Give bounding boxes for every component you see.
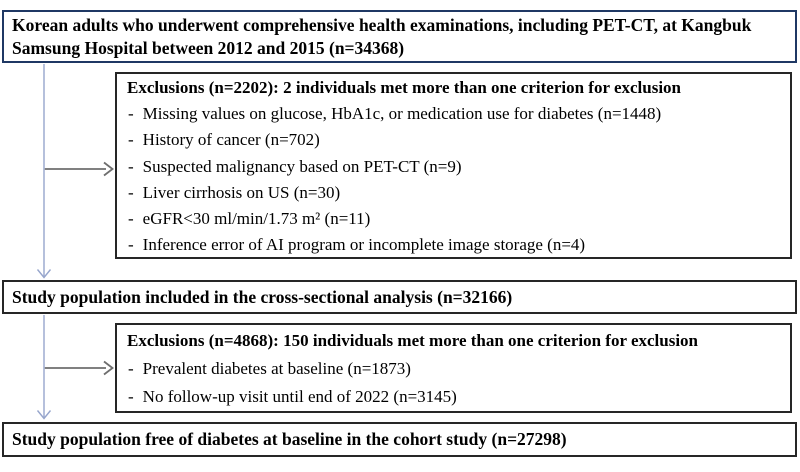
dash-bullet: - xyxy=(128,104,134,124)
down-arrowhead-1 xyxy=(36,269,52,279)
branch-arrowhead-1 xyxy=(103,161,114,177)
cross-sectional-population-box: Study population included in the cross-s… xyxy=(2,280,797,314)
exclusions-2-title: Exclusions (n=4868): 150 individuals met… xyxy=(127,331,699,350)
exclusions-box-1: Exclusions (n=2202): 2 individuals met m… xyxy=(115,72,792,259)
exclusion-item-text: Missing values on glucose, HbA1c, or med… xyxy=(142,104,662,124)
exclusion-item-text: eGFR<30 ml/min/1.73 m² (n=11) xyxy=(142,209,371,229)
exclusion-item: - eGFR<30 ml/min/1.73 m² (n=11) xyxy=(127,206,780,232)
dash-bullet: - xyxy=(128,235,134,255)
dash-bullet: - xyxy=(128,182,134,202)
exclusion-item-text: Liver cirrhosis on US (n=30) xyxy=(142,182,341,202)
exclusion-item: - Missing values on glucose, HbA1c, or m… xyxy=(127,101,780,127)
dash-bullet: - xyxy=(128,209,134,229)
exclusions-box-2: Exclusions (n=4868): 150 individuals met… xyxy=(115,323,792,413)
exclusion-item: - Liver cirrhosis on US (n=30) xyxy=(127,180,780,206)
down-arrowhead-2 xyxy=(36,410,52,420)
dash-bullet: - xyxy=(128,387,134,406)
exclusion-item-text: History of cancer (n=702) xyxy=(142,130,320,150)
cross-sectional-population-text: Study population included in the cross-s… xyxy=(12,286,513,307)
exclusion-item-text: Prevalent diabetes at baseline (n=1873) xyxy=(142,359,411,378)
exclusion-item: - No follow-up visit until end of 2022 (… xyxy=(127,383,780,411)
exclusion-item-text: Suspected malignancy based on PET-CT (n=… xyxy=(142,156,462,176)
exclusion-item: - Prevalent diabetes at baseline (n=1873… xyxy=(127,355,780,383)
source-population-text: Korean adults who underwent comprehensiv… xyxy=(12,15,752,58)
cohort-population-text: Study population free of diabetes at bas… xyxy=(12,429,567,449)
branch-arrowhead-2 xyxy=(103,360,114,376)
dash-bullet: - xyxy=(128,359,134,378)
source-population-box: Korean adults who underwent comprehensiv… xyxy=(2,10,797,63)
exclusion-item-text: No follow-up visit until end of 2022 (n=… xyxy=(142,387,457,406)
exclusion-item: - History of cancer (n=702) xyxy=(127,127,780,153)
exclusion-item-text: Inference error of AI program or incompl… xyxy=(142,235,586,255)
dash-bullet: - xyxy=(128,130,134,150)
exclusions-1-title: Exclusions (n=2202): 2 individuals met m… xyxy=(127,78,682,97)
exclusion-item: - Inference error of AI program or incom… xyxy=(127,232,780,258)
dash-bullet: - xyxy=(128,156,134,176)
cohort-population-box: Study population free of diabetes at bas… xyxy=(2,422,797,457)
exclusion-item: - Suspected malignancy based on PET-CT (… xyxy=(127,154,780,180)
